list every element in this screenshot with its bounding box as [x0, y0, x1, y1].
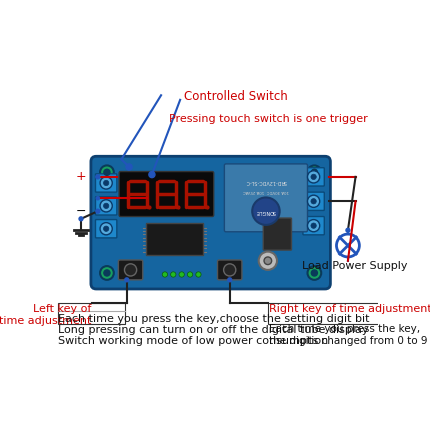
Circle shape [104, 226, 109, 231]
FancyBboxPatch shape [303, 192, 324, 210]
Circle shape [100, 177, 112, 189]
Text: +: + [76, 170, 86, 183]
Text: Right key of time adjustment: Right key of time adjustment [269, 304, 430, 314]
Circle shape [264, 257, 272, 264]
Circle shape [179, 272, 184, 277]
Circle shape [337, 234, 359, 257]
Circle shape [227, 277, 232, 283]
Text: Each time you press the key,choose the setting digit bit: Each time you press the key,choose the s… [58, 314, 370, 324]
FancyBboxPatch shape [95, 220, 117, 238]
Circle shape [171, 272, 176, 277]
Circle shape [100, 200, 112, 212]
Circle shape [149, 172, 155, 178]
Circle shape [307, 171, 320, 183]
Circle shape [104, 203, 109, 209]
Circle shape [196, 272, 201, 277]
Circle shape [162, 272, 168, 277]
Circle shape [311, 199, 316, 204]
Circle shape [187, 272, 193, 277]
FancyBboxPatch shape [218, 260, 242, 280]
Circle shape [78, 216, 84, 221]
FancyBboxPatch shape [119, 172, 214, 217]
Circle shape [252, 197, 280, 225]
FancyBboxPatch shape [95, 197, 117, 215]
Circle shape [104, 270, 110, 276]
FancyBboxPatch shape [303, 217, 324, 235]
Circle shape [311, 169, 317, 175]
FancyBboxPatch shape [118, 260, 143, 280]
FancyBboxPatch shape [224, 164, 307, 232]
Text: Each time you press the key,
the digits changed from 0 to 9: Each time you press the key, the digits … [269, 324, 428, 346]
Circle shape [124, 264, 137, 276]
Circle shape [104, 180, 109, 186]
Circle shape [259, 252, 277, 270]
Circle shape [307, 195, 320, 207]
FancyBboxPatch shape [95, 174, 117, 192]
Text: SRD-12VDC-SL-C: SRD-12VDC-SL-C [245, 179, 287, 184]
Circle shape [307, 166, 321, 179]
Circle shape [307, 266, 321, 280]
Circle shape [224, 264, 236, 276]
FancyBboxPatch shape [146, 223, 203, 255]
Text: −: − [76, 205, 86, 218]
Circle shape [100, 166, 114, 179]
Text: Long pressing can turn on or off the digital tube display: Long pressing can turn on or off the dig… [58, 325, 369, 335]
Circle shape [124, 277, 129, 283]
Circle shape [311, 223, 316, 228]
Text: Left key of
time adjustment: Left key of time adjustment [0, 304, 91, 326]
Text: 10A 30VDC  10A 25VAC: 10A 30VDC 10A 25VAC [243, 189, 289, 194]
Circle shape [311, 270, 317, 276]
FancyBboxPatch shape [91, 156, 330, 289]
Circle shape [100, 223, 112, 235]
Circle shape [95, 174, 101, 180]
Circle shape [95, 196, 100, 200]
Circle shape [307, 220, 320, 232]
Circle shape [126, 164, 132, 170]
Text: Load Power Supply: Load Power Supply [302, 261, 408, 271]
Text: Controlled Switch: Controlled Switch [184, 90, 288, 103]
Text: Pressing touch switch is one trigger: Pressing touch switch is one trigger [169, 114, 368, 123]
Text: Switch working mode of low power consumption: Switch working mode of low power consump… [58, 335, 329, 345]
Circle shape [104, 169, 110, 175]
Circle shape [100, 266, 114, 280]
Text: SONGLE: SONGLE [256, 209, 276, 214]
Circle shape [311, 174, 316, 180]
Circle shape [95, 209, 101, 214]
Circle shape [345, 227, 350, 233]
FancyBboxPatch shape [263, 218, 292, 250]
FancyBboxPatch shape [303, 168, 324, 186]
